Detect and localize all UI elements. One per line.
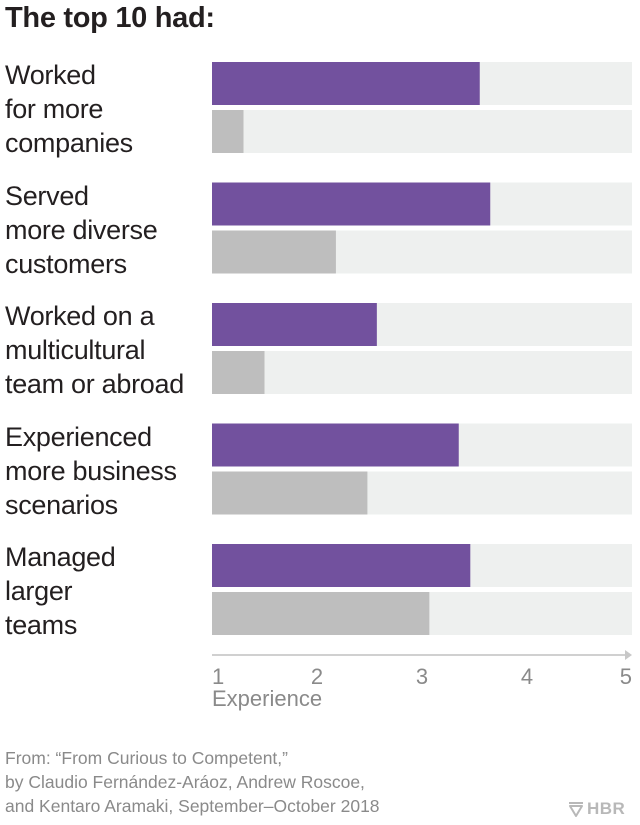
x-tick-label: 1 <box>212 664 224 689</box>
shield-icon <box>569 802 583 817</box>
x-tick-label: 4 <box>521 664 533 689</box>
bar-purple <box>212 303 377 346</box>
bar-track <box>212 110 632 153</box>
bar-gray <box>212 592 430 635</box>
x-axis-title: Experience <box>212 686 323 711</box>
category-label: Worked for more companies <box>5 60 133 158</box>
category-label: Experienced more business scenarios <box>5 421 177 520</box>
category-label: Served more diverse customers <box>5 180 158 279</box>
source-note: From: “From Curious to Competent,” by Cl… <box>5 748 380 816</box>
bar-gray <box>212 351 265 394</box>
bar-purple <box>212 62 480 105</box>
bar-track <box>212 351 632 394</box>
x-tick-label: 3 <box>416 664 428 689</box>
category-label: Worked on a multicultural team or abroad <box>5 301 184 399</box>
x-axis-arrow <box>625 650 632 660</box>
bar-gray <box>212 471 368 515</box>
bar-gray <box>212 230 336 274</box>
chart-title: The top 10 had: <box>5 2 215 34</box>
bar-purple <box>212 182 491 226</box>
logo-text: HBR <box>587 799 626 818</box>
bar-gray <box>212 110 244 153</box>
x-tick-label: 5 <box>620 664 632 689</box>
x-tick-label: 2 <box>311 664 323 689</box>
bar-purple <box>212 423 459 467</box>
category-label: Managed larger teams <box>5 542 116 640</box>
hbr-logo: HBR <box>568 799 625 819</box>
bar-purple <box>212 544 471 587</box>
bar-chart: 1 2 3 4 5 <box>212 62 632 689</box>
